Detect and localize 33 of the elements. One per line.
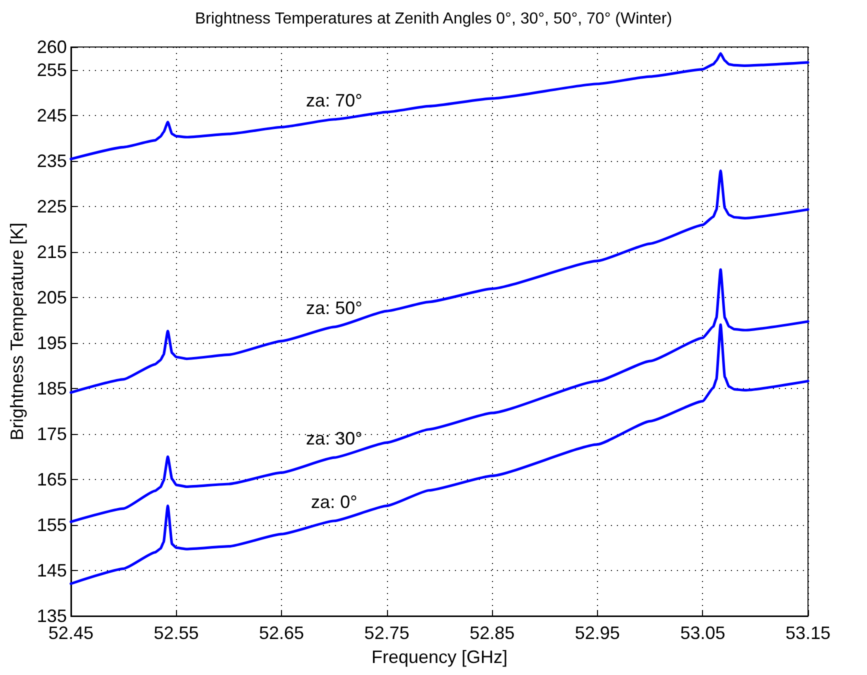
x-tick-label: 52.65 — [259, 623, 304, 643]
series-label: za: 0° — [311, 492, 358, 512]
y-tick-label: 135 — [36, 606, 67, 626]
x-tick-label: 52.75 — [364, 623, 410, 643]
line-series — [70, 170, 810, 394]
y-tick-label: 205 — [36, 287, 67, 308]
y-tick-label: 185 — [36, 378, 67, 398]
y-tick-label: 175 — [36, 424, 67, 444]
line-series — [70, 52, 810, 160]
x-tick-label: 52.55 — [154, 623, 199, 643]
series-label: za: 50° — [306, 298, 362, 318]
x-axis-title: Frequency [GHz] — [371, 647, 508, 667]
series-label: za: 30° — [306, 428, 362, 449]
y-tick-label: 260 — [36, 37, 67, 57]
y-axis-title: Brightness Temperature [K] — [7, 222, 27, 440]
x-tick-label: 52.85 — [470, 623, 515, 643]
chart-title: Brightness Temperatures at Zenith Angles 0°, 30°, 50°, 70° (Winter) — [194, 10, 672, 28]
y-tick-label: 195 — [36, 332, 67, 353]
y-tick-label: 225 — [36, 196, 67, 216]
line-series — [70, 268, 810, 524]
y-tick-label: 145 — [36, 560, 67, 580]
y-tick-label: 165 — [36, 469, 67, 490]
x-tick-label: 52.95 — [574, 623, 620, 643]
y-tick-label: 215 — [36, 242, 67, 262]
y-tick-label: 255 — [36, 60, 67, 80]
y-tick-label: 245 — [36, 105, 67, 126]
x-tick-label: 52.45 — [48, 623, 94, 643]
x-tick-label: 53.05 — [680, 623, 726, 643]
y-tick-label: 235 — [36, 150, 67, 171]
series-label: za: 70° — [306, 90, 362, 110]
x-tick-label: 53.15 — [785, 623, 831, 643]
y-tick-label: 155 — [36, 514, 67, 535]
line-series — [70, 323, 810, 585]
